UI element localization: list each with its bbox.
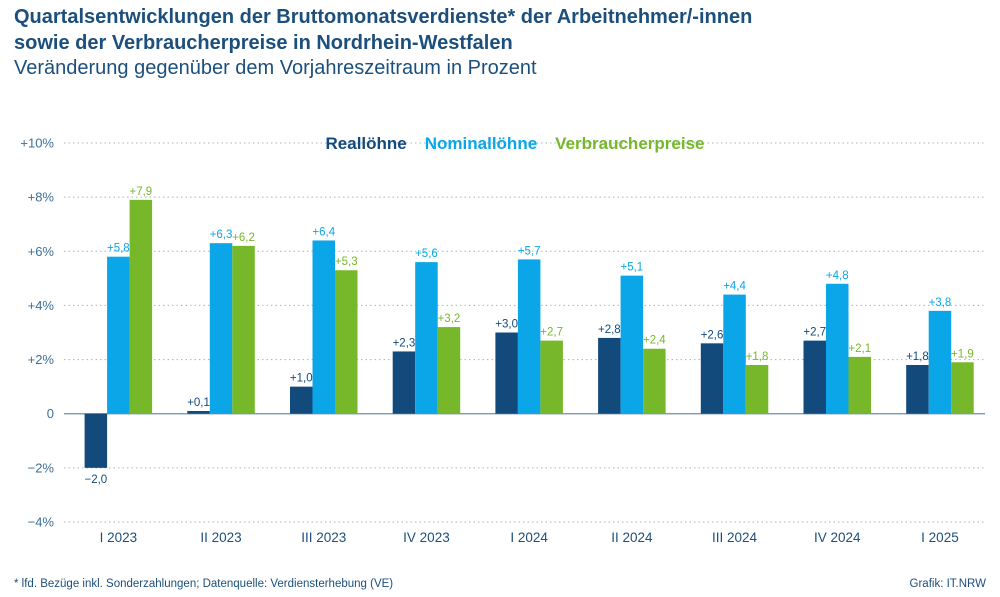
footnote: * lfd. Bezüge inkl. Sonderzahlungen; Dat… — [14, 578, 394, 590]
data-label-reall-hne: +2,3 — [393, 337, 416, 349]
y-tick-label: −2% — [28, 460, 55, 475]
y-tick-label: +4% — [28, 298, 55, 313]
data-labels: −2,0 +5,8 +7,9 +0,1 +6,3 +6,2 +1,0 +6,4 +5,3 +2,3… — [84, 186, 973, 486]
bar-nominall-hne — [620, 275, 644, 414]
x-axis: I 2023 II 2023 III 2023 IV 2023 I 2024 II 202… — [100, 530, 959, 545]
bar-nominall-hne — [826, 283, 849, 414]
data-label-reall-hne: +2,7 — [803, 327, 826, 339]
data-label-reall-hne: +2,8 — [598, 324, 621, 336]
data-label-nominall-hne: +5,6 — [415, 248, 438, 260]
legend-item-verbraucherpreise: Verbraucherpreise — [555, 134, 704, 153]
x-tick-label: III 2023 — [301, 530, 346, 545]
data-label-nominall-hne: +6,3 — [210, 229, 233, 241]
bars — [84, 199, 974, 468]
bar-reall-hne — [495, 332, 518, 414]
bar-reall-hne — [700, 343, 724, 414]
data-label-verbraucherpreise: +3,2 — [438, 313, 461, 325]
data-label-nominall-hne: +3,8 — [929, 297, 952, 309]
data-label-verbraucherpreise: +2,1 — [848, 343, 871, 355]
bar-nominall-hne — [415, 262, 438, 414]
chart-title-line2: sowie der Verbraucherpreise in Nordrhein… — [14, 32, 513, 54]
x-tick-label: III 2024 — [712, 530, 758, 545]
data-label-nominall-hne: +5,7 — [518, 245, 541, 257]
bar-reall-hne — [392, 351, 416, 414]
bar-nominall-hne — [209, 243, 233, 414]
y-tick-label: −4% — [28, 515, 55, 530]
y-tick-label: +6% — [28, 244, 55, 259]
data-label-verbraucherpreise: +6,2 — [232, 232, 255, 244]
bar-nominall-hne — [312, 240, 335, 414]
bar-verbraucherpreise — [643, 348, 666, 414]
legend: Reallöhne Nominallöhne Verbraucherpreise — [326, 134, 705, 153]
bar-verbraucherpreise — [335, 270, 358, 414]
x-tick-label: I 2025 — [921, 530, 959, 545]
bar-verbraucherpreise — [232, 245, 255, 414]
chart-title-line1: Quartalsentwicklungen der Bruttomonatsve… — [14, 6, 753, 28]
y-tick-label: 0 — [47, 406, 54, 421]
x-tick-label: IV 2024 — [814, 530, 861, 545]
y-axis: −4% −2% 0 +2% +4% +6% +8% +10% — [20, 136, 54, 530]
x-tick-label: II 2023 — [200, 530, 241, 545]
x-tick-label: I 2023 — [100, 530, 138, 545]
credit: Grafik: IT.NRW — [909, 578, 986, 590]
y-tick-label: +8% — [28, 190, 55, 205]
data-label-nominall-hne: +5,8 — [107, 243, 130, 255]
bar-verbraucherpreise — [951, 362, 974, 414]
data-label-reall-hne: −2,0 — [84, 474, 107, 486]
bar-reall-hne — [187, 411, 210, 414]
data-label-verbraucherpreise: +7,9 — [129, 186, 152, 198]
x-tick-label: IV 2023 — [403, 530, 450, 545]
data-label-verbraucherpreise: +5,3 — [335, 256, 358, 268]
data-label-reall-hne: +1,0 — [290, 373, 313, 385]
bar-reall-hne — [84, 413, 108, 468]
data-label-nominall-hne: +4,4 — [723, 281, 746, 293]
bar-nominall-hne — [928, 310, 952, 414]
x-tick-label: II 2024 — [611, 530, 653, 545]
bar-verbraucherpreise — [540, 340, 563, 414]
data-label-reall-hne: +3,0 — [495, 319, 518, 331]
bar-nominall-hne — [107, 256, 130, 414]
bar-verbraucherpreise — [437, 327, 461, 414]
bar-reall-hne — [803, 340, 826, 414]
y-tick-label: +2% — [28, 352, 55, 367]
data-label-verbraucherpreise: +1,9 — [951, 348, 974, 360]
data-label-verbraucherpreise: +1,8 — [746, 351, 769, 363]
data-label-reall-hne: +1,8 — [906, 351, 929, 363]
data-label-verbraucherpreise: +2,4 — [643, 335, 666, 347]
bar-verbraucherpreise — [745, 364, 769, 414]
data-label-reall-hne: +0,1 — [187, 397, 210, 409]
chart-title: Quartalsentwicklungen der Bruttomonatsve… — [14, 4, 752, 56]
bar-verbraucherpreise — [129, 199, 153, 414]
bar-reall-hne — [290, 386, 313, 414]
data-label-nominall-hne: +4,8 — [826, 270, 849, 282]
bar-reall-hne — [598, 337, 621, 414]
data-label-verbraucherpreise: +2,7 — [540, 327, 563, 339]
data-label-nominall-hne: +6,4 — [312, 226, 335, 238]
bar-nominall-hne — [517, 259, 541, 414]
x-tick-label: I 2024 — [510, 530, 548, 545]
bar-reall-hne — [906, 364, 929, 414]
legend-item-nominall-hne: Nominallöhne — [425, 134, 537, 153]
data-label-reall-hne: +2,6 — [701, 329, 724, 341]
y-tick-label: +10% — [20, 136, 54, 151]
chart-subtitle: Veränderung gegenüber dem Vorjahreszeitr… — [14, 57, 537, 79]
legend-item-reall-hne: Reallöhne — [326, 134, 407, 153]
bar-nominall-hne — [723, 294, 746, 414]
data-label-nominall-hne: +5,1 — [620, 262, 643, 274]
bar-verbraucherpreise — [848, 356, 871, 414]
